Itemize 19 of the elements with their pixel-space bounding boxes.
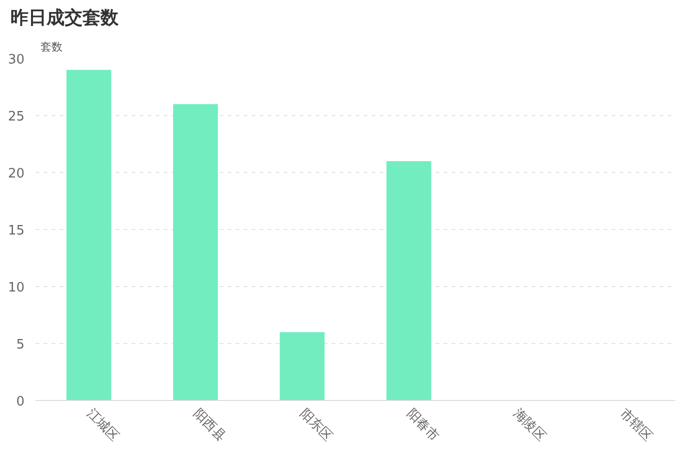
y-tick-label: 10 [8,280,25,296]
bar [386,161,432,400]
x-tick-label: 江城区 [84,406,122,444]
y-tick-label: 30 [8,52,25,68]
y-tick-label: 25 [8,110,25,124]
y-tick-label: 15 [8,224,25,238]
x-tick-label: 阳东区 [296,406,336,444]
x-tick-label: 市辖区 [616,406,656,444]
bar [173,104,218,400]
y-axis-title: 套数 [40,40,62,54]
y-tick-label: 20 [8,166,25,182]
y-tick-label: 0 [16,394,25,410]
bar [280,332,325,400]
x-tick-label: 海陵区 [510,406,548,444]
x-tick-label: 阳春市 [404,406,442,444]
bar [66,70,112,400]
y-tick-label: 5 [16,338,25,352]
chart-title: 昨日成交套数 [10,8,120,28]
x-tick-label: 阳西县 [190,406,228,444]
